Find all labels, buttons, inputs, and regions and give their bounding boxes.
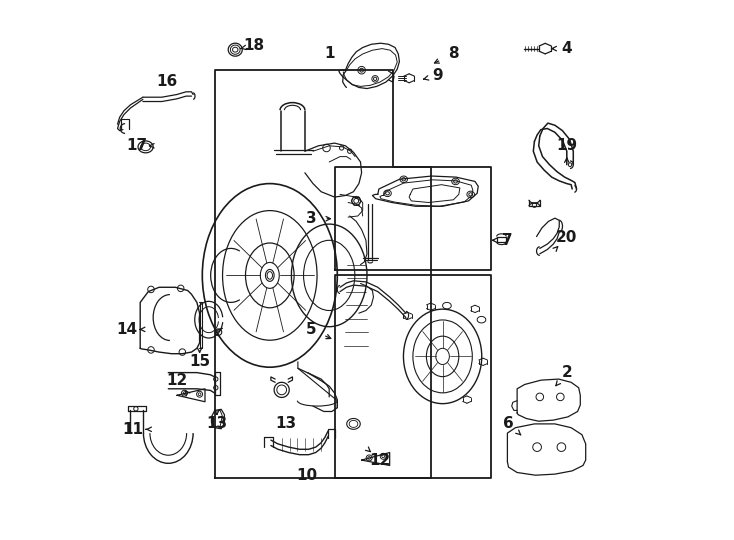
Text: 20: 20 bbox=[556, 230, 578, 245]
Text: 4: 4 bbox=[562, 41, 572, 56]
Text: 7: 7 bbox=[502, 233, 513, 248]
Text: 10: 10 bbox=[296, 468, 317, 483]
Text: 12: 12 bbox=[369, 453, 390, 468]
Text: 17: 17 bbox=[126, 138, 147, 153]
Text: 14: 14 bbox=[116, 322, 137, 337]
Text: 9: 9 bbox=[432, 68, 443, 83]
Text: 13: 13 bbox=[206, 416, 228, 431]
Text: 12: 12 bbox=[167, 373, 188, 388]
Text: 1: 1 bbox=[324, 46, 335, 62]
Text: 13: 13 bbox=[275, 416, 297, 431]
Text: 3: 3 bbox=[305, 211, 316, 226]
Text: 15: 15 bbox=[189, 354, 210, 369]
Text: 16: 16 bbox=[156, 73, 178, 89]
Text: 18: 18 bbox=[243, 38, 264, 53]
Text: 6: 6 bbox=[503, 416, 514, 431]
Text: 19: 19 bbox=[556, 138, 578, 153]
Text: 11: 11 bbox=[122, 422, 143, 437]
Text: 5: 5 bbox=[305, 322, 316, 337]
Text: 2: 2 bbox=[562, 365, 573, 380]
Text: 8: 8 bbox=[448, 46, 459, 62]
